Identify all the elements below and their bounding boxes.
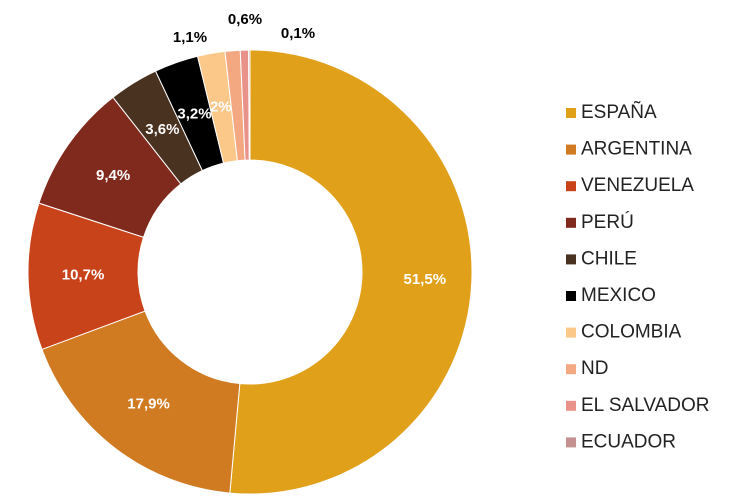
legend-marker — [566, 144, 576, 155]
value-label: 3,2% — [177, 105, 211, 122]
value-label: 9,4% — [96, 167, 130, 184]
value-label: 51,5% — [404, 271, 447, 288]
legend-label: VENEZUELA — [581, 175, 694, 196]
legend-marker — [566, 181, 576, 192]
legend-marker — [566, 254, 576, 265]
donut-slice — [41, 310, 241, 494]
value-label: 0,1% — [281, 25, 315, 42]
legend-label: ARGENTINA — [581, 139, 692, 160]
legend-label: ND — [581, 358, 608, 379]
value-label: 17,9% — [127, 396, 170, 413]
legend-label: MEXICO — [581, 285, 656, 306]
donut-slice — [229, 49, 473, 495]
legend-label: CHILE — [581, 248, 637, 269]
value-label: 0,6% — [228, 11, 262, 28]
donut-slice — [248, 49, 251, 161]
legend-label: ESPAÑA — [581, 101, 657, 123]
legend-marker — [566, 400, 576, 411]
legend-label: PERÚ — [581, 211, 634, 233]
legend-label: COLOMBIA — [581, 322, 682, 343]
value-label: 2% — [210, 99, 232, 116]
value-label: 3,6% — [145, 121, 179, 138]
legend-marker — [566, 108, 576, 118]
value-label: 10,7% — [62, 266, 105, 283]
legend-marker — [566, 364, 576, 375]
legend-marker — [566, 217, 576, 228]
legend-marker — [566, 291, 576, 301]
value-label: 1,1% — [173, 29, 207, 46]
legend-label: ECUADOR — [581, 431, 676, 452]
legend-label: EL SALVADOR — [581, 395, 709, 416]
legend-marker — [566, 327, 576, 338]
legend-marker — [566, 437, 576, 448]
